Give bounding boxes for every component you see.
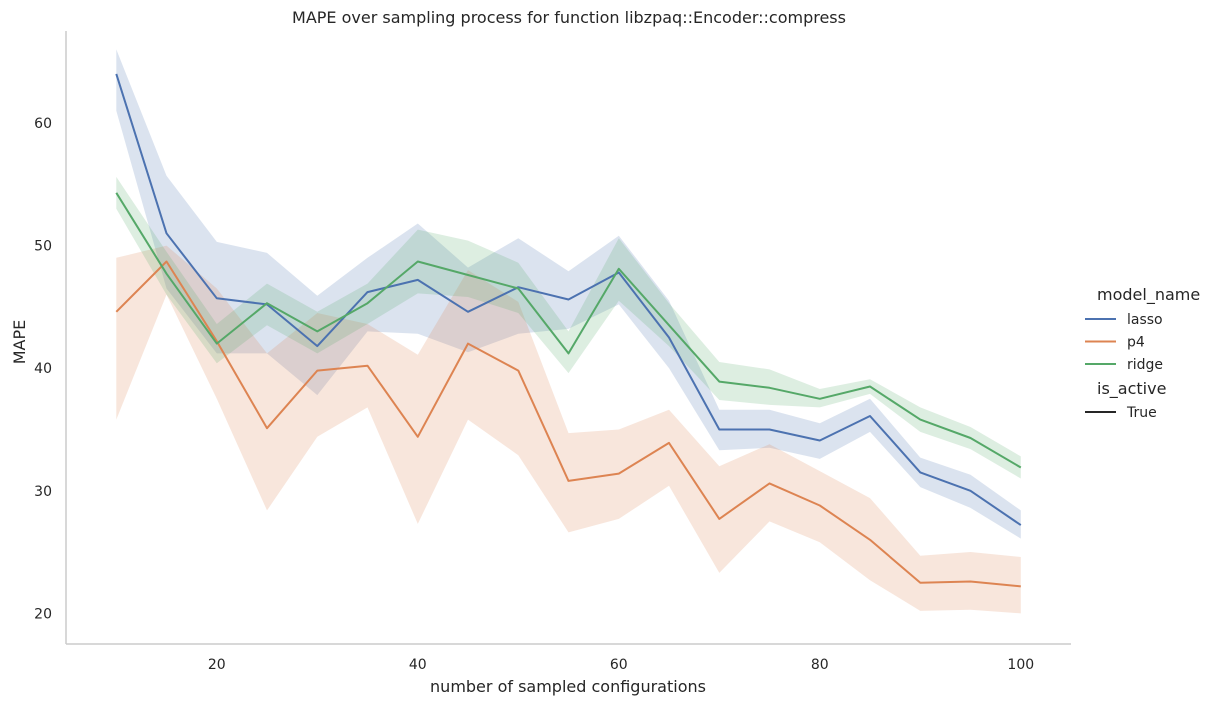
legend: model_name lasso p4 ridge is_active True [1085, 285, 1200, 421]
y-tick-label: 60 [34, 116, 52, 132]
confidence-bands [116, 49, 1021, 614]
chart-title: MAPE over sampling process for function … [292, 8, 846, 27]
legend-style-label: True [1126, 405, 1157, 421]
legend-style-title: is_active [1097, 379, 1166, 399]
ci-band-p4 [116, 245, 1021, 614]
y-tick-label: 40 [34, 361, 52, 377]
x-tick-labels: 20 40 60 80 100 [208, 657, 1034, 673]
x-axis-label: number of sampled configurations [430, 677, 706, 696]
legend-label-lasso: lasso [1127, 312, 1163, 328]
x-tick-label: 100 [1007, 657, 1034, 673]
x-tick-label: 80 [811, 657, 829, 673]
y-tick-label: 30 [34, 484, 52, 500]
legend-label-p4: p4 [1127, 335, 1145, 351]
x-tick-label: 20 [208, 657, 226, 673]
series-lines [115, 73, 1022, 588]
x-tick-label: 40 [409, 657, 427, 673]
y-tick-labels: 20 30 40 50 60 [34, 116, 52, 622]
y-axis-label: MAPE [10, 320, 29, 365]
y-tick-label: 50 [34, 239, 52, 255]
legend-series-entries: lasso p4 ridge [1085, 312, 1163, 373]
ci-band-lasso [116, 49, 1021, 539]
legend-label-ridge: ridge [1127, 357, 1163, 373]
x-tick-label: 60 [610, 657, 628, 673]
ci-band-ridge [116, 176, 1021, 479]
line-p4 [115, 260, 1021, 588]
line-ridge [115, 192, 1022, 469]
y-tick-label: 20 [34, 606, 52, 622]
legend-hue-title: model_name [1097, 285, 1200, 305]
